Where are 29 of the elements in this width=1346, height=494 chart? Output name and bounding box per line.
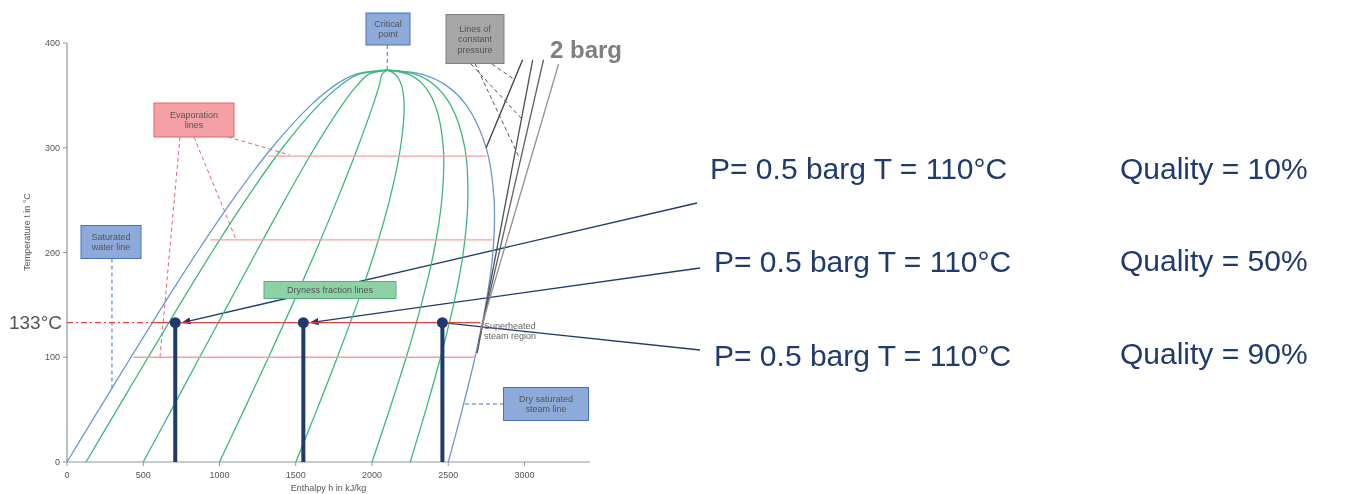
- annotation: Superheated steam region: [484, 320, 537, 342]
- text: Quality = 90%: [1120, 336, 1308, 370]
- annotation: Critical point: [374, 18, 402, 40]
- annotation: P= 0.5 barg T = 110°C: [714, 244, 1012, 278]
- annotation: Evaporation lines: [169, 109, 219, 131]
- annotation: Dryness fraction lines: [286, 285, 374, 296]
- x-tick-label: 500: [135, 470, 151, 480]
- annotation: Saturated water line: [90, 231, 131, 253]
- annotation: 133°C: [8, 312, 62, 334]
- y-tick-label: 100: [44, 352, 60, 363]
- y-axis-title: Temperature t in °C: [22, 192, 32, 271]
- text: Quality = 50%: [1120, 243, 1308, 277]
- x-tick-label: 1500: [285, 470, 306, 480]
- y-tick-label: 400: [44, 38, 60, 48]
- y-tick-label: 200: [44, 247, 60, 258]
- annotation: Dry saturated steam line: [518, 393, 574, 415]
- x-tick-label: 2500: [438, 470, 459, 480]
- y-tick-label: 0: [54, 457, 60, 467]
- annotation: 2 barg: [550, 36, 623, 64]
- x-tick-label: 2000: [361, 470, 382, 480]
- x-tick-label: 3000: [514, 470, 535, 480]
- x-axis-title: Enthalpy h in kJ/kg: [290, 483, 367, 493]
- x-tick-label: 1000: [209, 470, 230, 480]
- annotation: P= 0.5 barg T = 110°C: [710, 151, 1008, 185]
- x-tick-label: 0: [64, 470, 70, 480]
- annotation: Lines of constant pressure: [457, 23, 493, 55]
- y-tick-label: 300: [44, 142, 60, 153]
- annotation: P= 0.5 barg T = 110°C: [714, 338, 1012, 372]
- text: Quality = 10%: [1120, 151, 1308, 185]
